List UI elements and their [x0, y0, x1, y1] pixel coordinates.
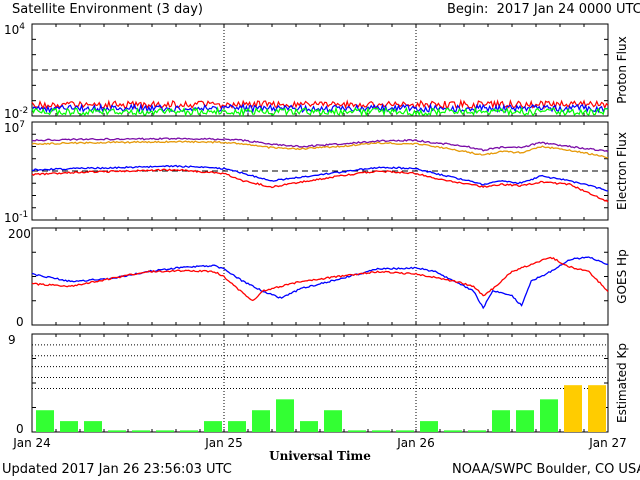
series-line-red [31, 168, 609, 203]
kp-bar [420, 421, 438, 432]
y-tick-label-top: 9 [8, 333, 16, 347]
kp-bar [468, 430, 486, 432]
kp-bar [228, 421, 246, 432]
x-tick-label: Jan 27 [588, 436, 627, 450]
y-tick-label-bottom: 0 [16, 422, 24, 436]
kp-bar [564, 385, 582, 432]
kp-bar [180, 430, 198, 432]
kp-bar [444, 430, 462, 432]
kp-bar [108, 430, 126, 432]
series-line-purple [31, 137, 609, 153]
kp-bar [204, 421, 222, 432]
kp-bar [324, 410, 342, 432]
y-tick-label-top: 107 [4, 120, 25, 135]
series-line-orange [31, 140, 609, 159]
y-tick-label-bottom: 10-2 [4, 106, 28, 121]
y-tick-label-bottom: 0 [16, 315, 24, 329]
series-line-blue [31, 256, 609, 310]
series-line-green [31, 106, 609, 118]
kp-bar [372, 430, 390, 432]
series-line-blue [31, 164, 609, 192]
kp-bar [276, 399, 294, 432]
kp-bar [300, 421, 318, 432]
panel-ylabel: Electron Flux [615, 132, 629, 210]
x-tick-label: Jan 26 [396, 436, 435, 450]
panel-ylabel: Estimated Kp [615, 343, 629, 423]
y-tick-label-bottom: 10-1 [4, 210, 28, 225]
series-line-red [31, 98, 609, 110]
credit-text: NOAA/SWPC Boulder, CO USA [452, 462, 640, 477]
panel-ylabel: GOES Hp [615, 249, 629, 303]
chart-title: Satellite Environment (3 day) [12, 2, 203, 17]
kp-bar [132, 430, 150, 432]
updated-time: Updated 2017 Jan 26 23:56:03 UTC [2, 462, 232, 477]
kp-bar [588, 385, 606, 432]
kp-bar [252, 410, 270, 432]
kp-bar [396, 430, 414, 432]
x-axis-label: Universal Time [269, 449, 371, 463]
x-tick-label: Jan 24 [12, 436, 51, 450]
kp-bar [84, 421, 102, 432]
y-tick-label-top: 200 [8, 227, 31, 241]
series-line-red [31, 256, 609, 302]
kp-bar [348, 430, 366, 432]
kp-bar [516, 410, 534, 432]
kp-bar [540, 399, 558, 432]
kp-bar [36, 410, 54, 432]
kp-bar [60, 421, 78, 432]
kp-bar [492, 410, 510, 432]
x-tick-label: Jan 25 [204, 436, 243, 450]
kp-bar [156, 430, 174, 432]
panel-ylabel: Proton Flux [615, 36, 629, 103]
begin-time: Begin: 2017 Jan 24 0000 UTC [447, 2, 640, 17]
y-tick-label-top: 104 [4, 22, 25, 37]
series-line-blue [31, 102, 609, 114]
